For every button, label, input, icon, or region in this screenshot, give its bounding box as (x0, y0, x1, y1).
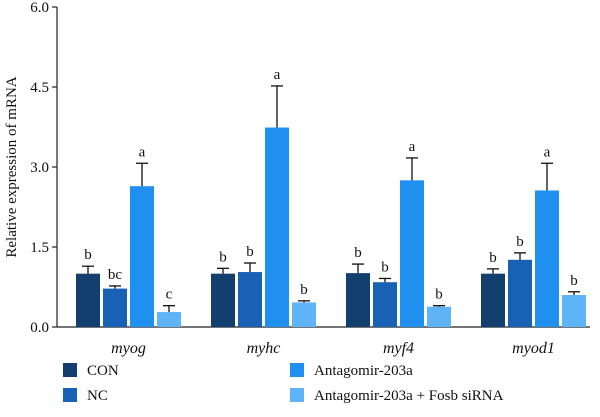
bar-myf4-3 (427, 306, 451, 327)
legend-label: CON (87, 363, 119, 379)
significance-label: b (84, 247, 92, 263)
significance-label: a (544, 144, 551, 160)
bar-myhc-0 (211, 273, 235, 327)
significance-label: bc (108, 267, 123, 283)
bar-myhc-3 (292, 302, 316, 327)
bar-myod1-2 (535, 190, 559, 327)
x-category-label: myog (111, 340, 146, 357)
bar-myf4-0 (346, 273, 370, 327)
significance-label: a (409, 139, 416, 155)
legend-swatch (63, 388, 77, 402)
legend: CON NC Antagomir-203a Antagomir-203a + Fosb… (63, 363, 504, 404)
bar-myod1-1 (508, 259, 532, 327)
y-tick-label: 3.0 (30, 160, 49, 176)
significance-label: b (435, 287, 443, 303)
x-category-label: myf4 (383, 340, 414, 357)
significance-label: b (516, 234, 524, 250)
x-category-label: myod1 (512, 340, 555, 357)
y-tick-label: 1.5 (30, 240, 49, 256)
bar-myod1-0 (481, 273, 505, 327)
significance-label: b (489, 250, 497, 266)
significance-label: b (354, 245, 362, 261)
legend-swatch (290, 388, 304, 402)
bar-myog-0 (76, 273, 100, 327)
legend-label: Antagomir-203a (314, 363, 413, 379)
bar-myog-3 (157, 312, 181, 327)
y-tick-label: 4.5 (30, 80, 49, 96)
legend-label: Antagomir-203a + Fosb siRNA (314, 388, 504, 404)
significance-label: c (166, 287, 173, 303)
x-category-label: myhc (247, 340, 281, 357)
bar-myog-2 (130, 186, 154, 327)
bar-myhc-2 (265, 127, 289, 328)
significance-label: b (381, 259, 389, 275)
legend-label: NC (87, 388, 108, 404)
bar-myf4-1 (373, 282, 397, 327)
bar-myf4-2 (400, 180, 424, 327)
significance-label: b (219, 249, 227, 265)
y-tick-label: 0.0 (30, 320, 49, 336)
significance-label: b (570, 273, 578, 289)
y-axis-label: Relative expression of mRNA (4, 76, 20, 257)
bar-myog-1 (103, 288, 127, 327)
y-tick-label: 6.0 (30, 0, 49, 16)
legend-swatch (290, 363, 304, 377)
significance-label: b (246, 244, 254, 260)
bar-myod1-3 (562, 295, 586, 327)
significance-label: a (139, 144, 146, 160)
bars (76, 85, 586, 328)
legend-swatch (63, 363, 77, 377)
bar-myhc-1 (238, 272, 262, 327)
significance-label: b (300, 282, 308, 298)
significance-label: a (274, 67, 281, 83)
